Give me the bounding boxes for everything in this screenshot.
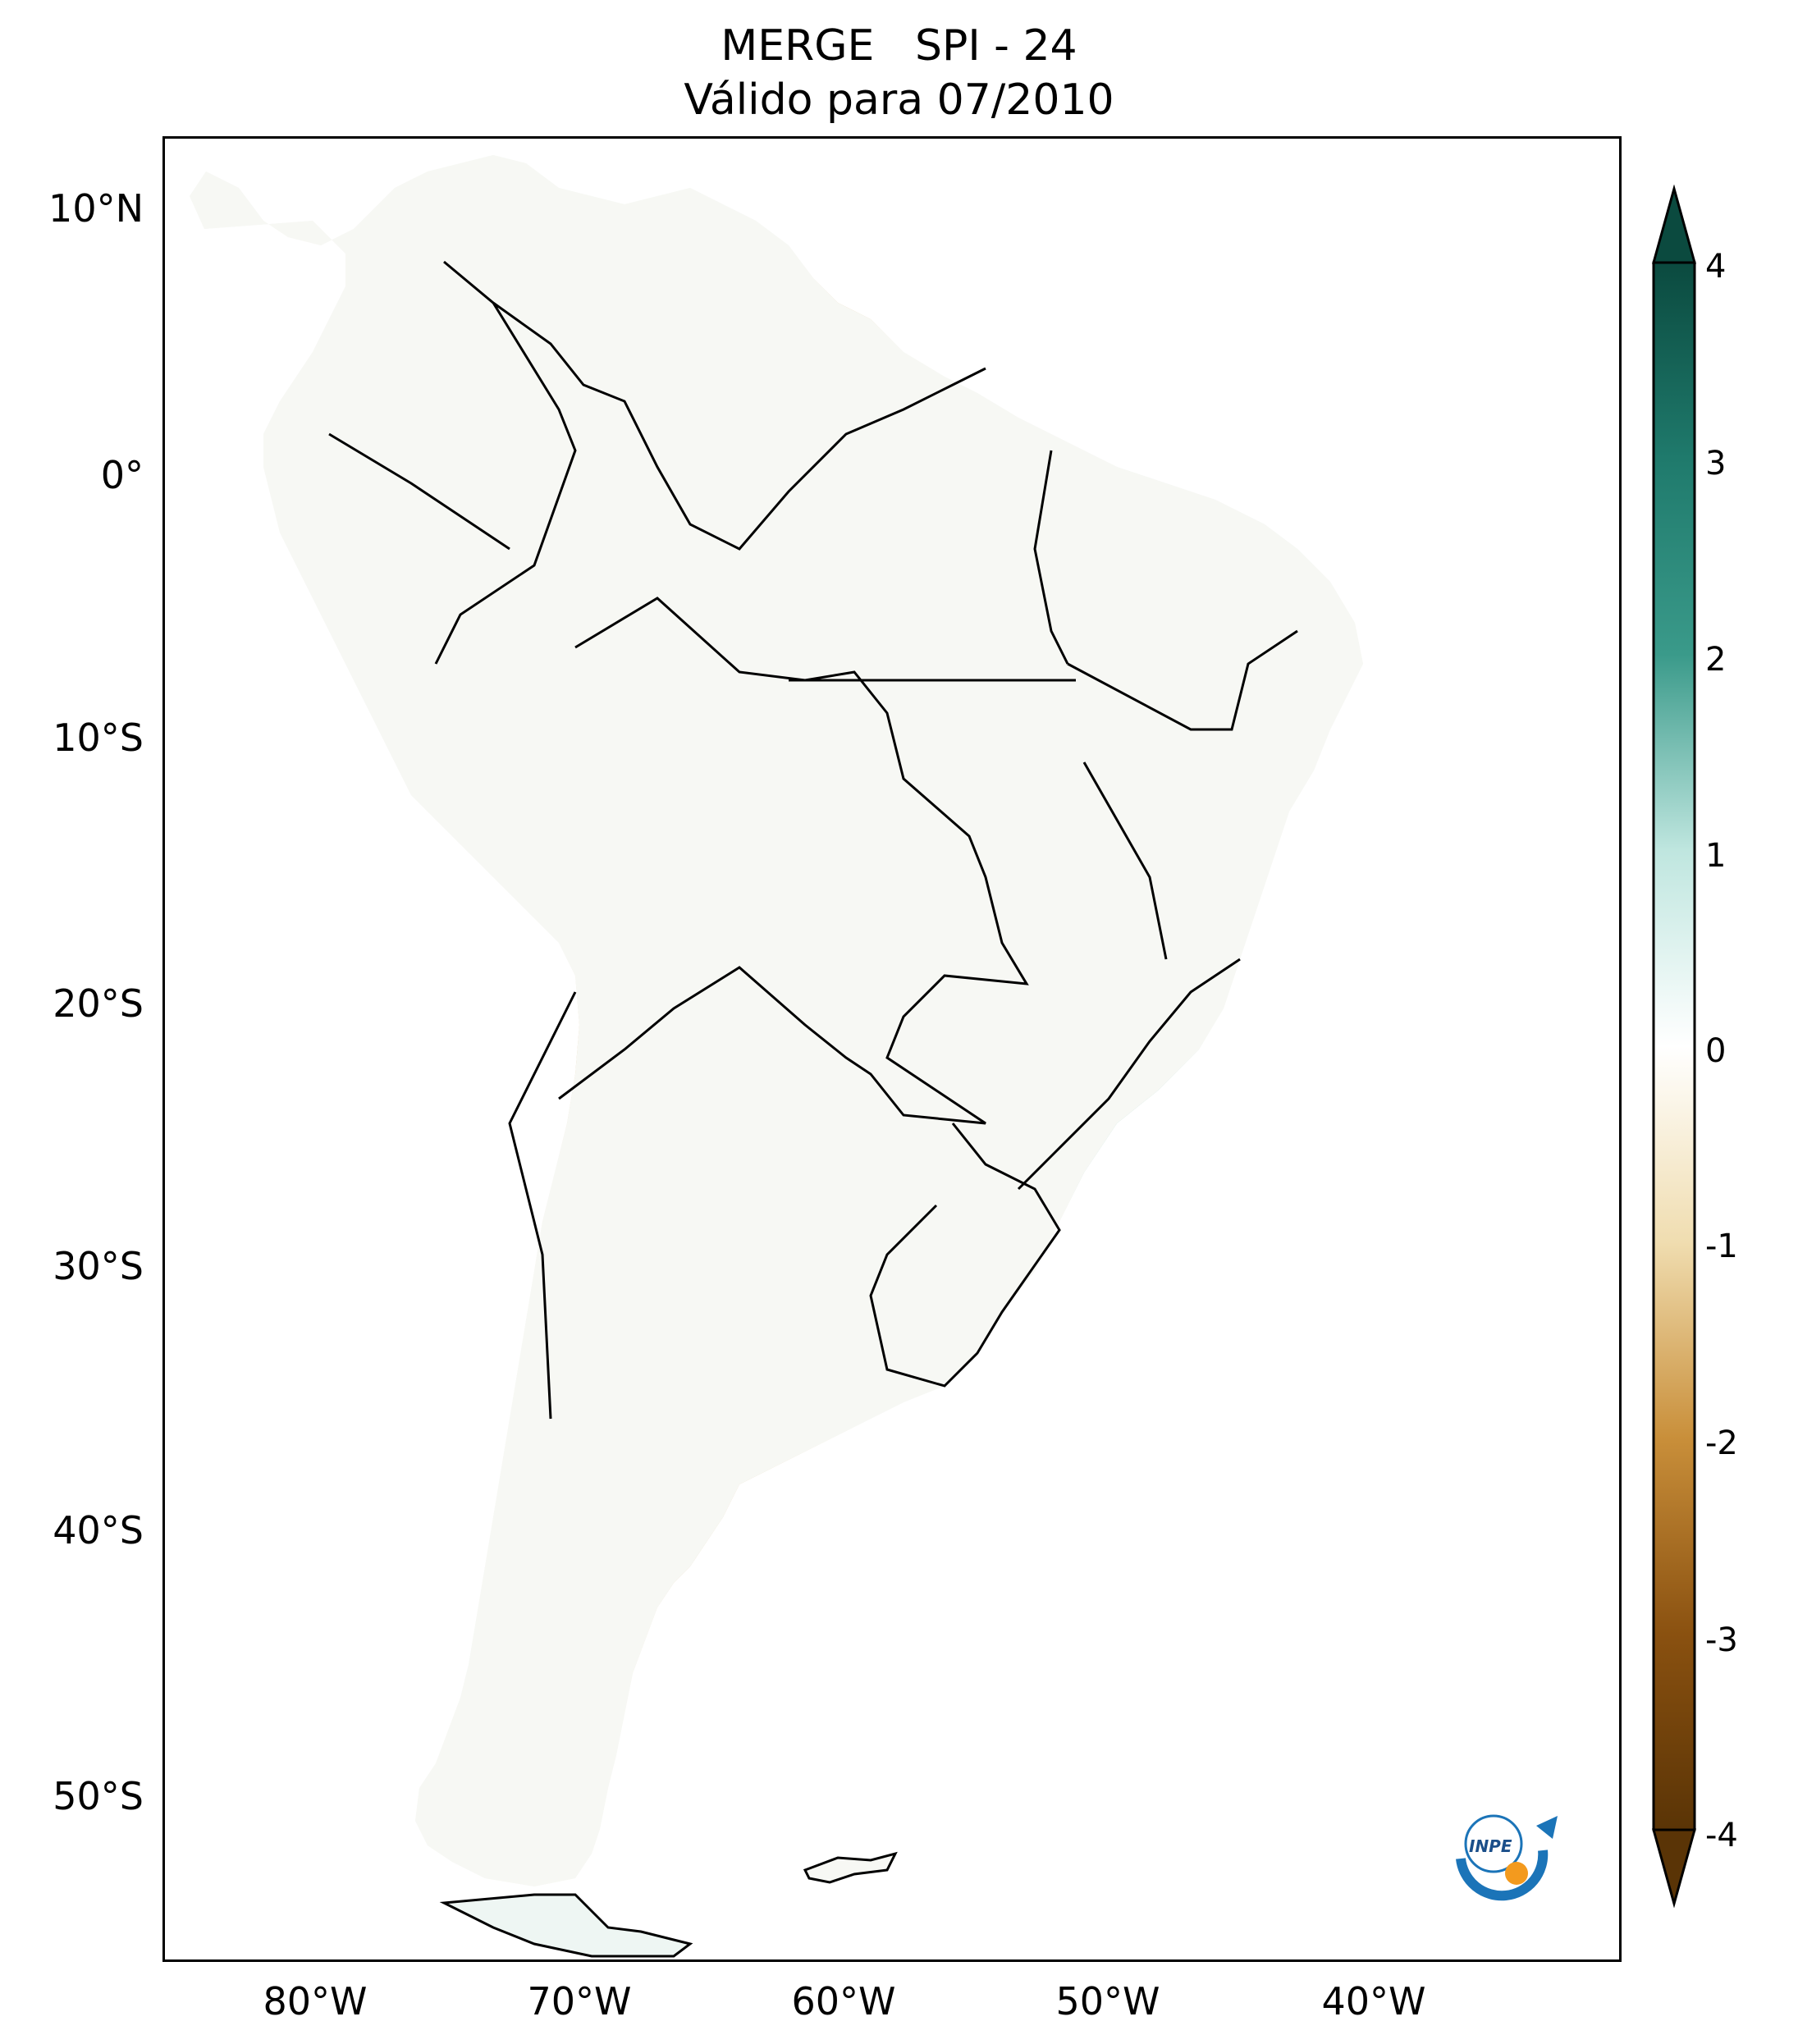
lon-label-60w: 60°W: [791, 1979, 896, 2023]
lat-label-50s: 50°S: [53, 1774, 144, 1818]
inpe-logo: INPE: [1456, 1814, 1558, 1901]
country-borders: [328, 260, 1298, 1420]
inpe-logo-text: INPE: [1469, 1836, 1512, 1856]
colorbar-tick-1: 1: [1705, 837, 1727, 875]
colorbar: [1652, 185, 1696, 1908]
colorbar-tick-neg1: -1: [1705, 1228, 1738, 1265]
map-canvas: [188, 153, 1365, 1958]
lat-label-10s: 10°S: [53, 716, 144, 760]
tierra-del-fuego: [439, 1893, 693, 1958]
map-frame: [162, 136, 1622, 1962]
colorbar-tick-neg3: -3: [1705, 1621, 1738, 1659]
colorbar-tick-3: 3: [1705, 445, 1727, 482]
colorbar-tick-4: 4: [1705, 248, 1727, 286]
lon-label-40w: 40°W: [1321, 1979, 1426, 2023]
colorbar-tick-neg2: -2: [1705, 1424, 1738, 1462]
lat-label-0: 0°: [100, 453, 144, 497]
map-subtitle: Válido para 07/2010: [684, 75, 1114, 125]
lat-label-20s: 20°S: [53, 981, 144, 1026]
lat-label-30s: 30°S: [53, 1244, 144, 1288]
colorbar-extend-top: [1652, 185, 1696, 264]
falkland-islands: [803, 1851, 898, 1884]
colorbar-body: [1652, 261, 1696, 1831]
lat-label-40s: 40°S: [53, 1508, 144, 1552]
map-title: MERGE SPI - 24: [721, 21, 1077, 71]
borders: [188, 153, 1365, 1888]
colorbar-tick-0: 0: [1705, 1032, 1727, 1070]
lon-label-80w: 80°W: [263, 1979, 368, 2023]
lon-label-50w: 50°W: [1055, 1979, 1160, 2023]
colorbar-tick-2: 2: [1705, 641, 1727, 679]
colorbar-extend-bottom: [1652, 1828, 1696, 1908]
lat-label-10n: 10°N: [48, 186, 144, 231]
lon-label-70w: 70°W: [527, 1979, 632, 2023]
colorbar-tick-neg4: -4: [1705, 1817, 1738, 1854]
